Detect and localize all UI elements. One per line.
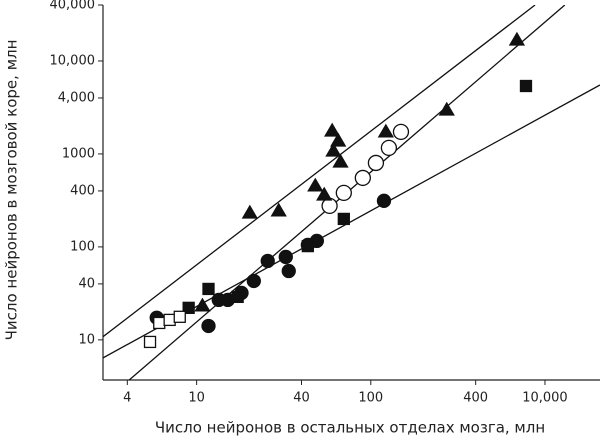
y-tick-label: 40,000 [50,0,96,13]
point [173,310,186,323]
x-tick-label: 400 [463,391,488,406]
fit-line [103,5,536,338]
x-tick-label: 10 [188,391,205,406]
point [392,123,410,141]
y-tick-label: 100 [70,239,95,254]
x-tick-label: 100 [358,391,383,406]
point [163,313,176,327]
point [270,202,287,217]
point [281,263,296,279]
point [278,249,293,265]
y-axis-label: Число нейронов в мозговой коре, млн [3,40,21,341]
point [332,153,349,168]
point [354,169,371,187]
point [307,177,324,192]
point [201,318,216,334]
point [330,132,347,147]
y-tick-label: 10,000 [50,53,96,68]
point [143,335,157,349]
point [231,290,244,304]
point [241,204,258,219]
point [202,282,215,296]
point [367,154,385,172]
y-tick-label: 4,000 [58,90,95,105]
point [301,239,314,253]
y-tick-label: 400 [70,183,95,198]
point [508,31,526,46]
point [246,273,261,289]
point [377,123,394,138]
y-tick-label: 1000 [62,146,95,161]
x-tick-label: 40 [293,391,310,406]
y-tick-label: 10 [78,332,95,347]
point [194,297,211,312]
point [337,212,350,226]
point [325,142,342,157]
point [182,301,195,314]
x-axis-label: Число нейронов в остальных отделах мозга… [155,419,545,437]
x-tick-label: 10,000 [522,391,568,406]
point [519,79,533,93]
point [376,193,392,208]
y-tick-label: 40 [78,276,95,291]
point [316,186,333,201]
x-tick-label: 4 [123,391,131,406]
point [153,316,166,330]
point [438,101,455,116]
point [380,139,398,157]
point [321,197,338,215]
point [260,253,275,269]
point [324,122,341,137]
point [335,184,352,202]
